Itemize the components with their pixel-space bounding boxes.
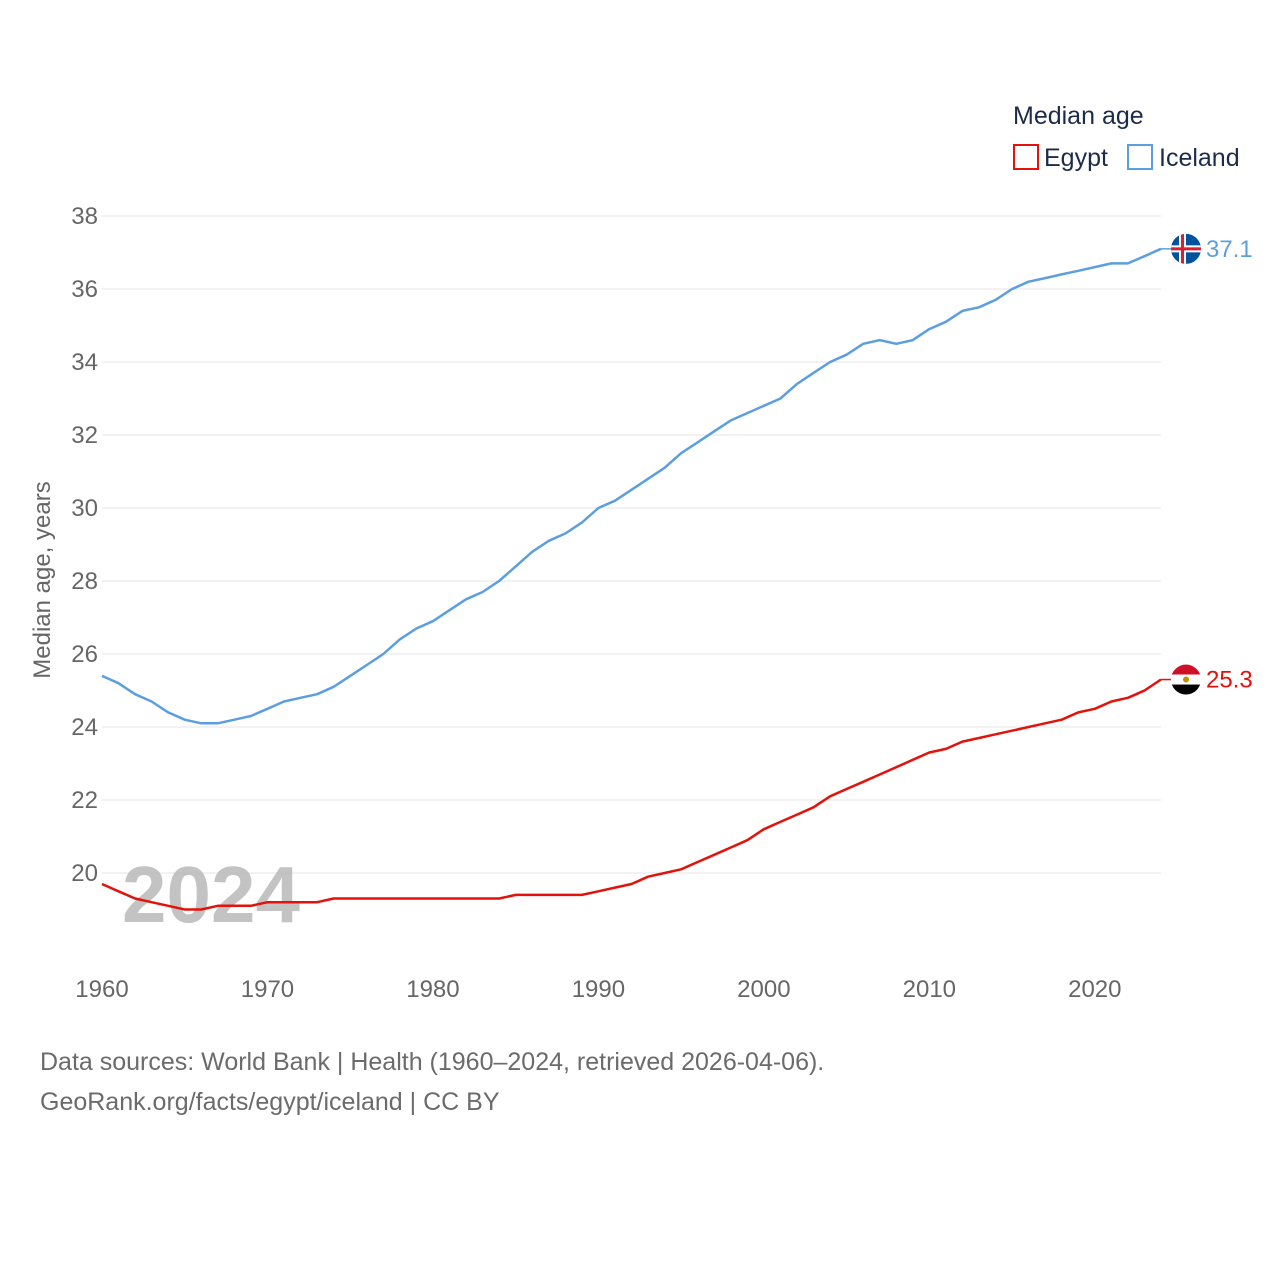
y-tick-label: 26 — [71, 641, 98, 668]
y-tick-label: 32 — [71, 422, 98, 449]
legend-label-egypt: Egypt — [1044, 144, 1108, 172]
footer: Data sources: World Bank | Health (1960–… — [40, 1042, 824, 1122]
series-line-egypt[interactable] — [101, 678, 1162, 911]
legend-item-iceland[interactable]: Iceland — [1127, 144, 1240, 172]
attribution-link[interactable]: GeoRank.org/facts/egypt/iceland | CC BY — [40, 1088, 500, 1116]
end-value-label-egypt: 25.3 — [1206, 667, 1253, 694]
data-sources-text: Data sources: World Bank | Health (1960–… — [40, 1048, 825, 1076]
y-tick-label: 24 — [71, 714, 98, 741]
y-tick-label: 20 — [71, 860, 98, 887]
legend-swatch-egypt — [1013, 144, 1039, 170]
y-tick-label: 22 — [71, 787, 98, 814]
legend-title: Median age — [1013, 102, 1144, 130]
egypt-flag-icon — [1171, 664, 1201, 695]
y-tick-label: 28 — [71, 568, 98, 595]
grid-lines — [102, 215, 1161, 874]
end-value-label-iceland: 37.1 — [1206, 236, 1253, 263]
x-tick-label: 1990 — [572, 976, 625, 1003]
series-line-iceland[interactable] — [101, 247, 1162, 725]
end-labels: 25.3 37.1 — [1161, 233, 1253, 695]
legend-label-iceland: Iceland — [1159, 144, 1240, 172]
legend: Median age Egypt Iceland — [1013, 102, 1240, 172]
y-tick-label: 36 — [71, 276, 98, 303]
x-tick-label: 1970 — [241, 976, 294, 1003]
y-tick-label: 38 — [71, 203, 98, 230]
x-tick-label: 2010 — [903, 976, 956, 1003]
x-tick-label: 2000 — [737, 976, 790, 1003]
x-tick-label: 1980 — [406, 976, 459, 1003]
iceland-flag-icon — [1171, 233, 1201, 264]
current-year-overlay: 2024 — [122, 850, 300, 939]
x-axis-ticks: 1960 1970 1980 1990 2000 2010 2020 — [75, 976, 1121, 1003]
legend-item-egypt[interactable]: Egypt — [1013, 144, 1108, 172]
legend-swatch-iceland — [1127, 144, 1153, 170]
median-age-chart: 20 22 24 26 28 30 32 34 36 38 1960 1970 1980 1990 200… — [29, 102, 1253, 1003]
y-tick-label: 34 — [71, 349, 98, 376]
y-axis-title: Median age, years — [29, 481, 56, 678]
x-tick-label: 1960 — [75, 976, 128, 1003]
series-lines — [101, 247, 1162, 911]
y-tick-label: 30 — [71, 495, 98, 522]
y-axis-ticks: 20 22 24 26 28 30 32 34 36 38 — [71, 203, 98, 887]
x-tick-label: 2020 — [1068, 976, 1121, 1003]
